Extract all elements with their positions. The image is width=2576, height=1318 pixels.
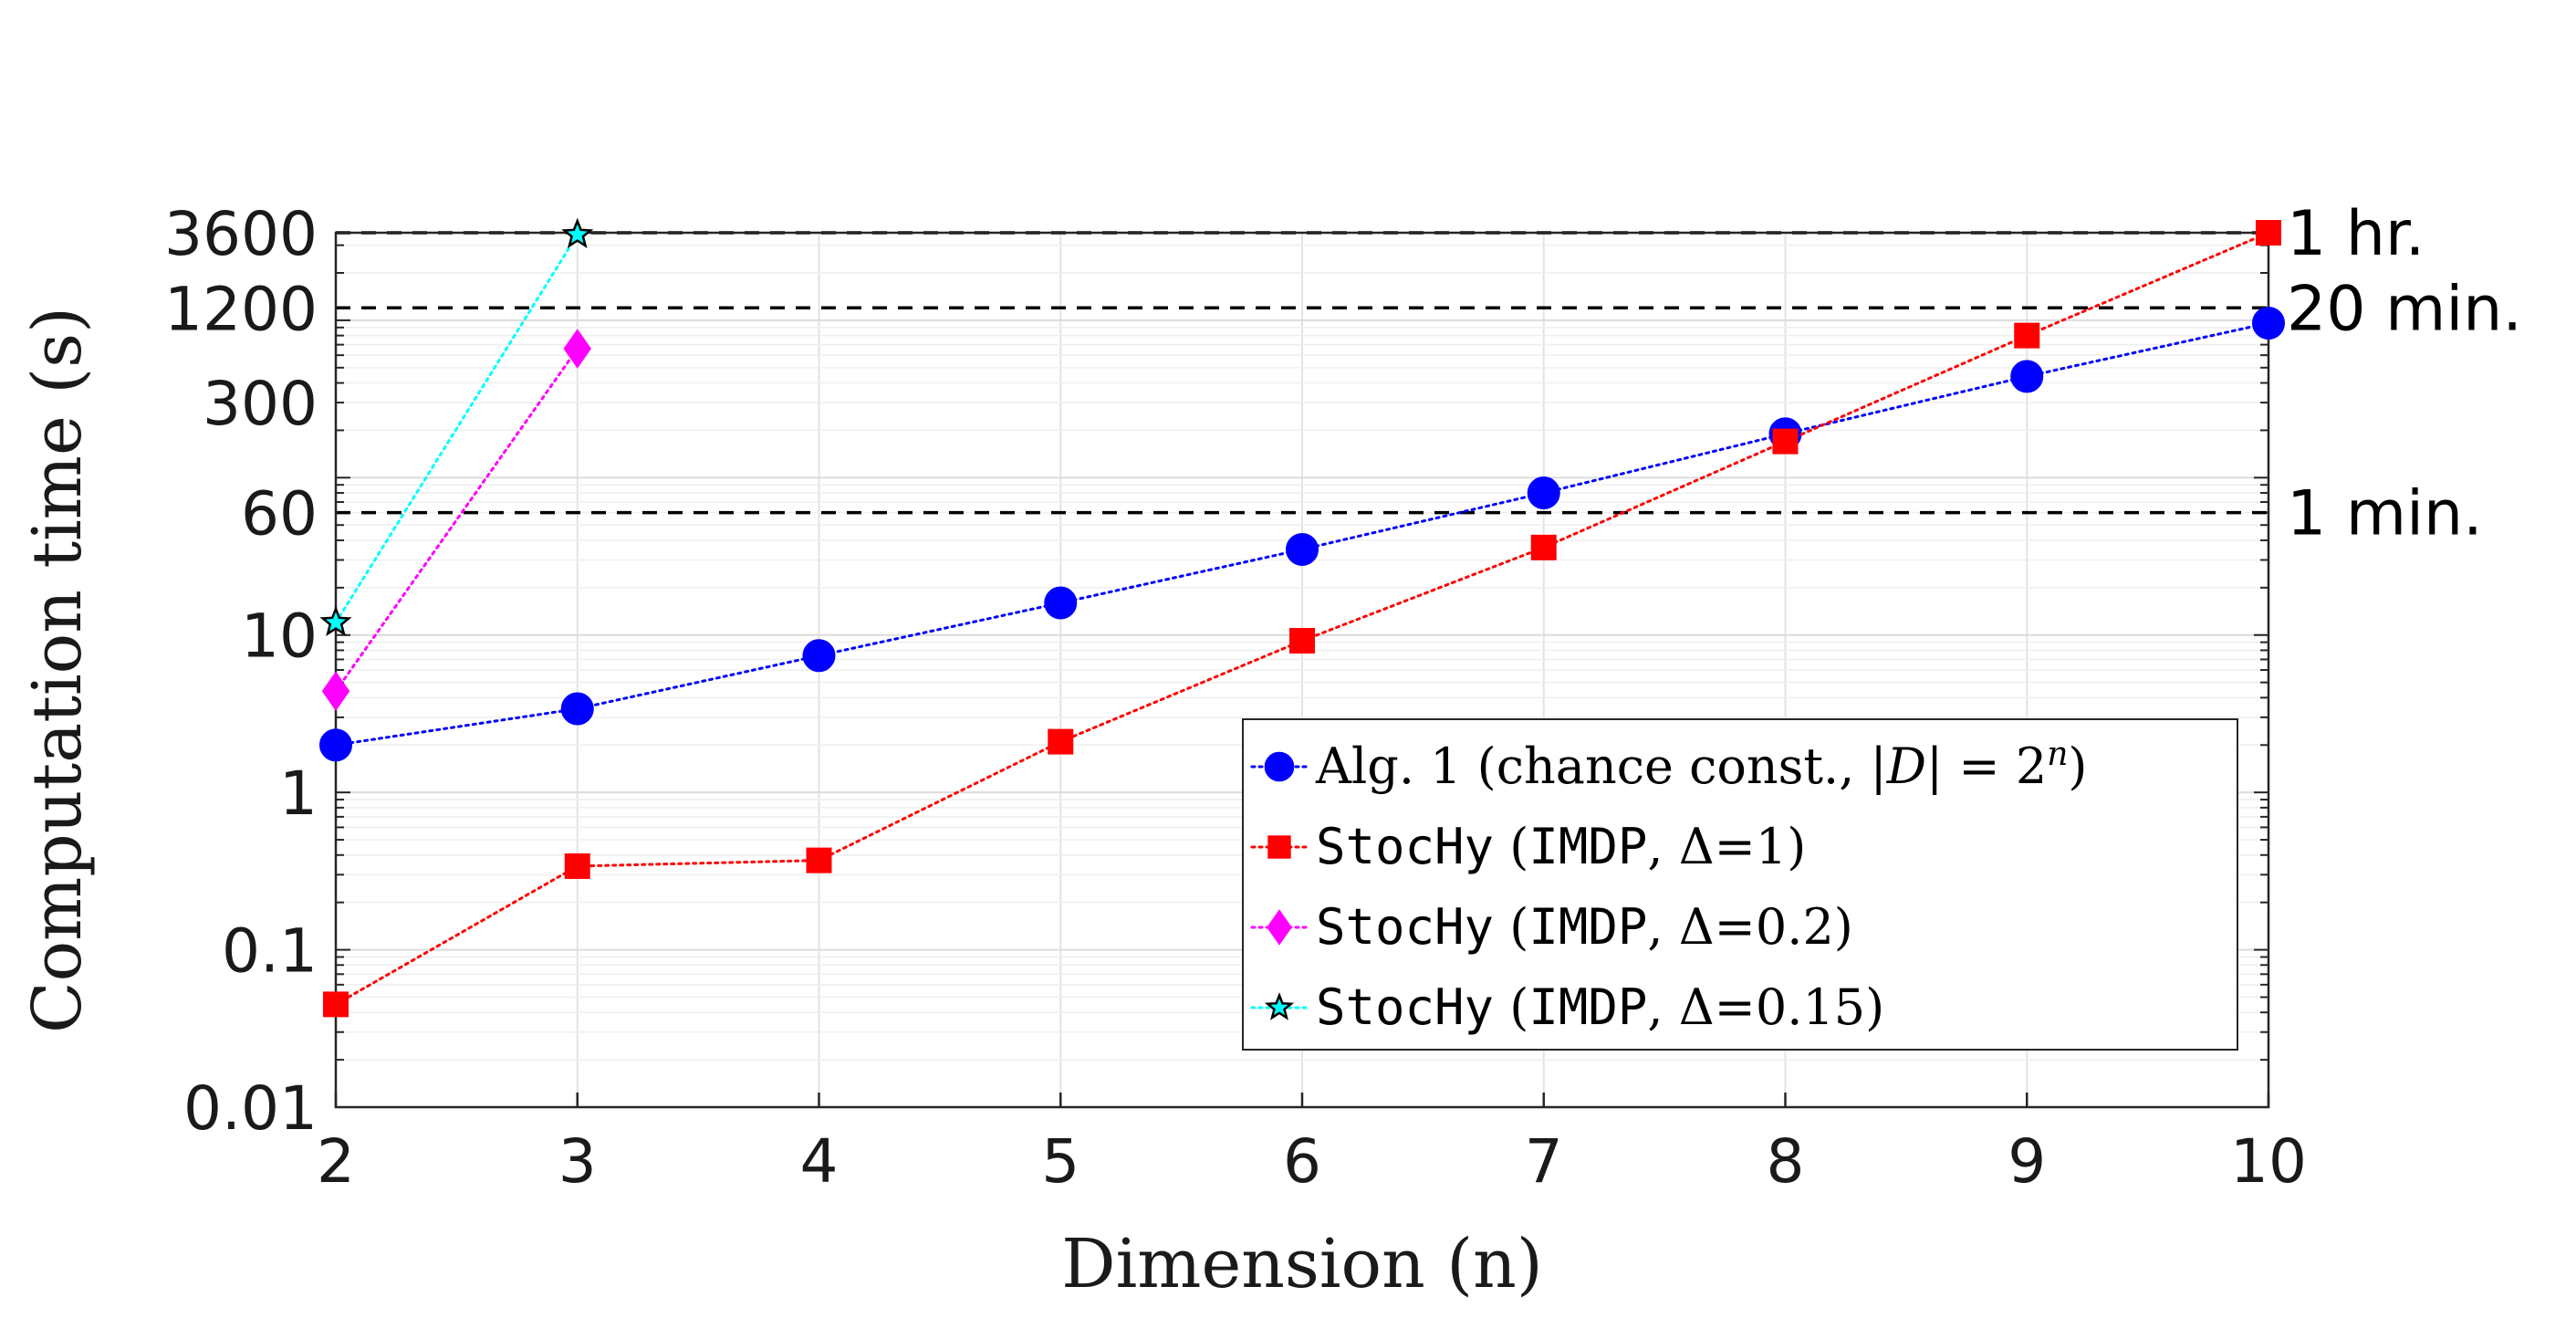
data-point-diamond (321, 671, 350, 711)
legend-item: StocHy (IMDP, Δ=0.2) (1250, 898, 1853, 956)
x-tick-label: 9 (2008, 1126, 2046, 1197)
data-point-square (1048, 728, 1074, 755)
legend-label: Alg. 1 (chance const., |D| = 2n) (1315, 736, 2087, 796)
legend-label-part: n (2047, 736, 2068, 773)
series-square (323, 220, 2281, 1018)
y-tick-label: 0.1 (222, 916, 318, 987)
y-axis-title: Computation time (s) (18, 307, 97, 1033)
data-point-square (2014, 322, 2040, 349)
data-point-star (561, 217, 594, 249)
data-point-diamond (563, 329, 591, 369)
x-tick-label: 5 (1041, 1126, 1079, 1197)
reference-line-label: 20 min. (2287, 273, 2522, 345)
legend-label-part: IMDP (1528, 898, 1647, 956)
legend-label-part: , Δ=1) (1647, 818, 1806, 875)
y-tick-label: 1 (279, 758, 318, 829)
series-diamond (321, 329, 591, 711)
data-point-circle (802, 639, 836, 673)
data-point-square (2256, 220, 2281, 246)
legend-label-part: IMDP (1528, 978, 1647, 1036)
y-tick-label: 60 (241, 479, 318, 549)
x-tick-label: 7 (1525, 1126, 1563, 1197)
legend: Alg. 1 (chance const., |D| = 2n) StocHy (… (1242, 718, 2238, 1051)
data-point-diamond (1267, 909, 1292, 946)
legend-label-part: , Δ=0.2) (1647, 898, 1853, 956)
legend-label: StocHy (IMDP, Δ=0.2) (1316, 898, 1853, 956)
x-axis-title: Dimension (n) (1061, 1225, 1542, 1303)
legend-item: Alg. 1 (chance const., |D| = 2n) (1250, 736, 2087, 796)
legend-label-part: IMDP (1528, 818, 1647, 875)
data-point-star (1264, 992, 1295, 1020)
y-tick-label: 10 (241, 601, 318, 672)
x-tick-label: 6 (1283, 1126, 1321, 1197)
data-point-circle (2252, 306, 2285, 340)
legend-label: StocHy (IMDP, Δ=1) (1316, 818, 1806, 875)
data-point-square (1289, 627, 1315, 654)
data-point-square (1772, 428, 1799, 455)
series-line (334, 233, 579, 624)
legend-label-part: StocHy (1316, 898, 1494, 956)
data-point-circle (1286, 532, 1319, 566)
x-tick-label: 8 (1767, 1126, 1805, 1197)
legend-label-part: | = 2 (1926, 737, 2047, 795)
legend-label-part: D (1886, 737, 1926, 795)
legend-box (1242, 718, 2238, 1051)
legend-label-part: ( (1494, 898, 1528, 956)
plot-frame (334, 231, 2270, 1109)
data-point-circle (1264, 751, 1295, 782)
legend-label-part: ( (1494, 978, 1528, 1036)
data-point-square (323, 991, 349, 1018)
y-tick-label: 1200 (164, 274, 318, 344)
data-point-circle (1527, 476, 1560, 510)
x-tick-label: 10 (2230, 1126, 2307, 1197)
x-tick-labels: 2 3 4 5 6 7 8 9 10 (317, 1126, 2307, 1197)
y-tick-label: 0.01 (183, 1073, 318, 1144)
data-point-circle (1044, 586, 1078, 620)
data-point-square (564, 853, 590, 879)
legend-item: StocHy (IMDP, Δ=0.15) (1250, 978, 1884, 1036)
legend-label-part: StocHy (1316, 978, 1494, 1036)
y-tick-label: 3600 (164, 199, 318, 269)
data-point-circle (560, 692, 594, 726)
legend-label-part: ( (1494, 818, 1528, 875)
series-star (319, 217, 594, 636)
reference-line-labels: 1 min. 20 min.1 hr. (2287, 198, 2522, 550)
data-point-circle (2010, 360, 2044, 393)
x-tick-label: 3 (558, 1126, 597, 1197)
reference-line-label: 1 hr. (2287, 198, 2425, 270)
x-tick-label: 4 (800, 1126, 839, 1197)
reference-line-label: 1 min. (2287, 478, 2483, 550)
legend-label-part: ) (2068, 737, 2087, 795)
legend-label-part: StocHy (1316, 818, 1494, 875)
data-point-star (319, 605, 352, 636)
series-line (334, 347, 579, 693)
y-tick-label: 300 (203, 369, 318, 439)
legend-label-part: Alg. 1 (chance const., | (1315, 737, 1887, 795)
data-point-square (1267, 835, 1291, 859)
series-layer (319, 217, 2285, 1018)
legend-item: StocHy (IMDP, Δ=1) (1250, 818, 1806, 875)
data-point-circle (319, 728, 352, 762)
data-point-square (1530, 534, 1557, 560)
legend-label-part: , Δ=0.15) (1647, 978, 1884, 1036)
legend-label: StocHy (IMDP, Δ=0.15) (1316, 978, 1884, 1036)
data-point-square (806, 847, 832, 873)
x-tick-label: 2 (317, 1126, 355, 1197)
